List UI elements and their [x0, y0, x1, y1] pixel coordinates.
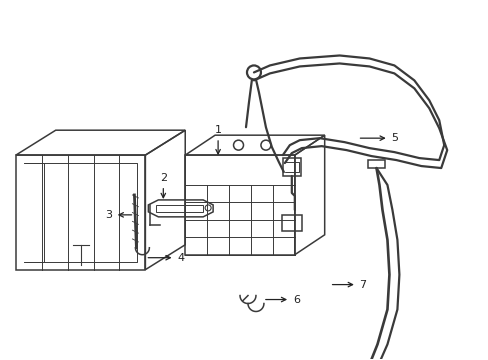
Text: 7: 7 [332, 280, 366, 289]
Text: 5: 5 [360, 133, 398, 143]
Text: 4: 4 [148, 253, 184, 263]
Text: 3: 3 [105, 210, 131, 220]
Text: 2: 2 [160, 173, 166, 198]
Text: 6: 6 [265, 294, 299, 305]
Text: 1: 1 [214, 125, 221, 154]
